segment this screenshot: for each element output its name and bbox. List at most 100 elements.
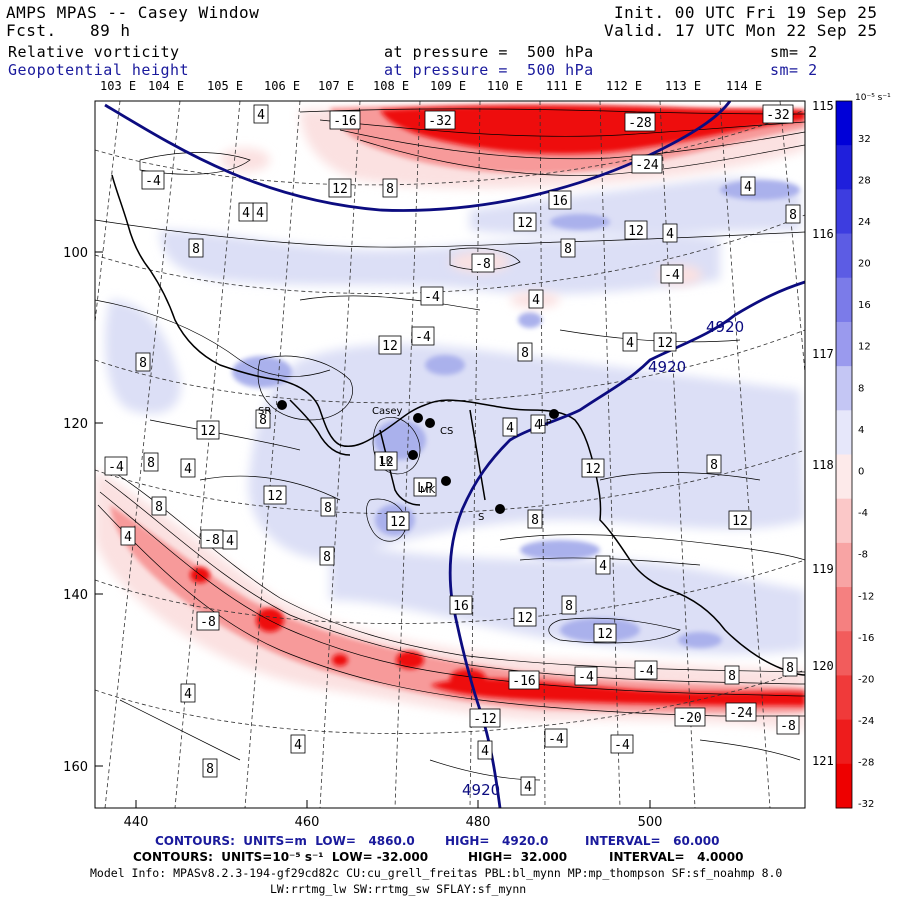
vorticity-label-text: -32 [766,108,789,123]
vorticity-label: 12 [378,335,402,355]
vorticity-label: -4 [574,666,598,686]
vorticity-label-text: 12 [517,611,533,626]
station-name: MK [420,485,436,496]
vorticity-label: 8 [382,178,398,198]
vorticity-label-box [255,409,271,429]
vorticity-label: 8 [135,352,151,372]
vorticity-label-text: 12 [597,627,613,642]
vorticity-label-box [574,666,598,686]
height-contour-labels: 4920 4920 4920 [462,318,744,799]
top-lon-label: 114 E [726,79,762,93]
vorticity-label-box [253,104,269,124]
vorticity-label: 4 [502,417,518,437]
vorticity-label-box [319,546,335,566]
vorticity-label-box [740,176,756,196]
vorticity-label-box [622,332,638,352]
vorticity-label-text: 12 [378,455,394,470]
vorticity-label-box [776,715,800,735]
vorticity-label-box [513,607,537,627]
colorbar-frame [835,100,853,809]
top-lon-label: 113 E [665,79,701,93]
vorticity-label-box [413,477,437,497]
vorticity-label-text: -4 [108,460,124,475]
vorticity-label-box [548,190,572,210]
vorticity-label-box [528,289,544,309]
station-markers [277,400,559,514]
colorbar-label: -32 [858,799,874,810]
vorticity-label: -24 [631,154,663,174]
vorticity-label-box [530,414,546,434]
vorticity-label-box [386,511,410,531]
colorbar-bin [836,366,852,411]
station-name: CS [440,426,453,437]
vorticity-label: -4 [420,286,444,306]
colorbar-label: 24 [858,217,871,228]
vorticity-label: 4 [595,555,611,575]
vorticity-label-text: 8 [710,458,718,473]
vorticity-label-text: -12 [473,712,496,727]
vorticity-label-box [263,485,287,505]
vorticity-label-box [561,595,577,615]
vorticity-label-text: -28 [628,116,651,131]
vorticity-label-text: -4 [638,664,654,679]
vorticity-label: 4 [477,740,493,760]
vorticity-label-text: -16 [512,674,535,689]
vorticity-label: LP [413,477,437,497]
vorticity-label-box [782,657,798,677]
vorticity-label-text: 12 [517,216,533,231]
vorticity-label-box [762,104,794,124]
colorbar-label: 28 [858,175,871,186]
vorticity-label: 8 [527,509,543,529]
vorticity-label-box [378,335,402,355]
vorticity-label-box [411,326,435,346]
colorbar-label: 0 [858,467,864,478]
top-lon-label: 104 E [148,79,184,93]
vorticity-label-text: 12 [332,182,348,197]
vorticity-label: 12 [263,485,287,505]
station-labels: Casey CS LP SR LK MK S [258,406,552,523]
vorticity-label-text: 8 [564,242,572,257]
vorticity-label-box [469,708,501,728]
height-contour-info: CONTOURS: UNITS=m LOW= 4860.0 [155,834,415,848]
x-tick-label: 460 [295,815,320,830]
colorbar-label: -28 [858,758,874,769]
vorticity-label-text: -4 [614,738,630,753]
model-info-physics: LW:rrtmg_lw SW:rrtmg_sw SFLAY:sf_mynn [270,882,527,896]
vorticity-label-box [725,702,757,722]
model-info: Model Info: MPASv8.2.3-194-gf29cd82c CU:… [90,866,783,880]
vorticity-label: 4 [290,734,306,754]
station-dot [413,413,423,423]
height-contour-interval: INTERVAL= 60.000 [585,834,720,848]
vorticity-label-box [560,238,576,258]
vorticity-label-text: -24 [635,158,659,173]
field2-name: Geopotential height [8,61,190,79]
colorbar-label: 4 [858,425,864,436]
vorticity-contour-high: HIGH= 32.000 [468,850,568,864]
vorticity-label: 8 [517,342,533,362]
colorbar-bin [836,587,852,632]
vorticity-label: -4 [141,170,165,190]
vorticity-label-text: 4 [666,227,674,242]
vorticity-label-box [610,734,634,754]
vorticity-contours [95,108,805,781]
vorticity-label-box [196,420,220,440]
vorticity-label-text: 4 [481,744,489,759]
colorbar-bin [836,454,852,500]
vorticity-label-text: -4 [548,732,564,747]
colorbar-bin [836,410,852,455]
vorticity-label: 4 [622,332,638,352]
vorticity-label-text: -4 [664,268,680,283]
station-name: LP [540,418,552,429]
vorticity-label: 12 [374,451,398,471]
height-contour-high: HIGH= 4920.0 [445,834,549,848]
vorticity-label-text: -8 [204,533,220,548]
vorticity-label-box [238,202,254,222]
vorticity-label-box [320,497,336,517]
colorbar-unit: 10⁻⁵ s⁻¹ [855,93,891,103]
vorticity-label-box [513,212,537,232]
vorticity-label-box [382,178,398,198]
vorticity-label-box [502,417,518,437]
vorticity-label-text: 4 [256,206,264,221]
vorticity-field [95,101,805,808]
